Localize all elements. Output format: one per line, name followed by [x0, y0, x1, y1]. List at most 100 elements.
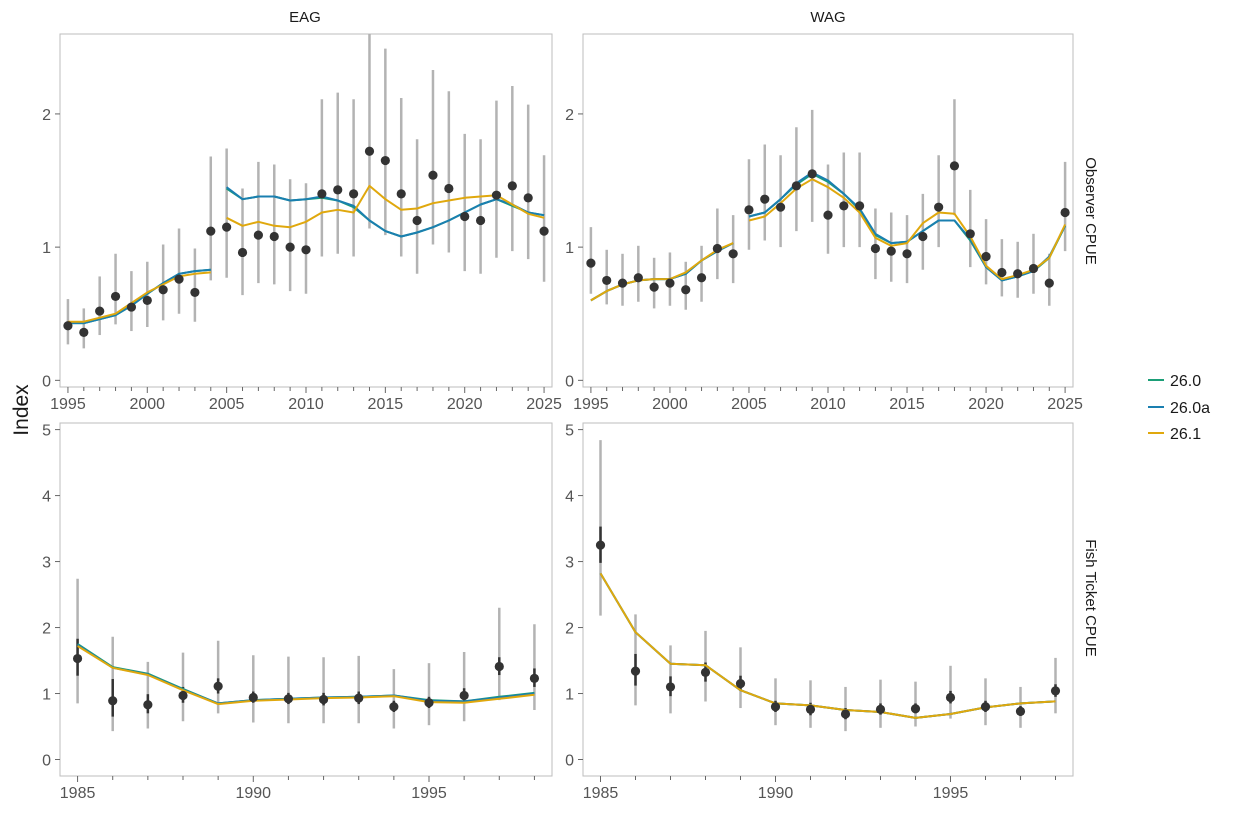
obs-point [997, 267, 1007, 278]
obs-point [823, 210, 833, 220]
x-tick-label: 2000 [652, 396, 688, 413]
obs-point [775, 202, 786, 212]
obs-point [744, 205, 754, 215]
x-tick-label: 2005 [209, 396, 245, 413]
obs-point [529, 673, 540, 683]
y-tick-label: 3 [565, 555, 574, 572]
obs-point [283, 694, 294, 704]
series-line-26-1 [77, 645, 535, 706]
obs-point [95, 306, 105, 316]
obs-point [475, 215, 486, 226]
obs-point [665, 682, 676, 692]
x-tick-label: 2015 [368, 396, 404, 413]
obs-point [910, 704, 921, 714]
obs-point [364, 146, 375, 156]
obs-point [424, 698, 434, 708]
x-tick-label: 1990 [758, 785, 794, 802]
obs-point [110, 291, 121, 302]
series-line-26-0a [225, 186, 545, 238]
y-tick-label: 1 [565, 687, 574, 704]
obs-point [143, 700, 153, 710]
y-tick-label: 0 [565, 753, 574, 770]
obs-point [285, 242, 295, 252]
obs-point [142, 295, 152, 306]
y-tick-label: 0 [42, 373, 51, 390]
obs-point [459, 690, 469, 701]
obs-point [174, 274, 184, 284]
y-tick-label: 3 [42, 555, 51, 572]
obs-point [494, 661, 504, 672]
y-tick-label: 4 [42, 489, 51, 506]
x-tick-label: 2020 [968, 396, 1004, 413]
y-tick-label: 2 [42, 621, 51, 638]
obs-point [460, 211, 470, 222]
x-tick-label: 1990 [235, 785, 271, 802]
row-strip-observer-cpue: Observer CPUE [1082, 157, 1099, 265]
legend-label-26-1: 26.1 [1170, 426, 1201, 443]
obs-point [807, 169, 817, 179]
obs-point [126, 302, 137, 312]
obs-point [389, 702, 399, 712]
obs-point [1028, 263, 1039, 274]
obs-point [237, 247, 248, 258]
obs-point [333, 185, 343, 195]
obs-point [965, 229, 975, 239]
obs-point [248, 692, 258, 703]
y-tick-label: 5 [565, 423, 574, 440]
obs-point [602, 275, 612, 286]
obs-point [649, 282, 659, 292]
obs-point [380, 155, 390, 166]
obs-point [1015, 706, 1026, 716]
obs-point [491, 190, 502, 200]
obs-point [633, 273, 643, 283]
obs-point [269, 231, 279, 242]
series-line-26-1 [590, 242, 734, 302]
x-tick-label: 2005 [731, 396, 767, 413]
obs-point [444, 183, 454, 194]
obs-point [712, 243, 722, 254]
obs-point [791, 181, 801, 191]
y-tick-label: 5 [42, 423, 51, 440]
obs-point [206, 226, 216, 236]
panel-border [582, 422, 1074, 777]
obs-point [945, 692, 956, 703]
obs-point [1050, 686, 1061, 696]
y-tick-label: 2 [42, 107, 51, 124]
obs-point [875, 704, 886, 714]
obs-point [79, 327, 89, 337]
obs-point [190, 287, 200, 298]
obs-point [412, 215, 422, 226]
series-line-26-1 [748, 178, 1067, 281]
obs-point [349, 189, 359, 199]
obs-point [178, 690, 188, 701]
obs-point [770, 702, 781, 712]
x-tick-label: 2010 [810, 396, 846, 413]
obs-point [158, 285, 168, 295]
obs-point [1060, 207, 1070, 218]
x-tick-label: 2025 [1047, 396, 1083, 413]
obs-point [108, 696, 118, 706]
obs-point [523, 193, 533, 203]
legend-label-26-0: 26.0 [1170, 373, 1201, 390]
obs-point [318, 694, 329, 705]
obs-point [428, 170, 438, 180]
obs-point [630, 666, 641, 676]
y-tick-label: 2 [565, 107, 574, 124]
legend-label-26-0a: 26.0a [1170, 400, 1210, 417]
row-strip-fish-ticket-cpue: Fish Ticket CPUE [1082, 539, 1099, 657]
x-tick-label: 1995 [411, 785, 447, 802]
column-strip-wag: WAG [810, 9, 845, 26]
y-tick-label: 4 [565, 489, 574, 506]
legend: 26.0 26.0a 26.1 [1148, 373, 1210, 443]
x-tick-label: 1995 [573, 396, 609, 413]
x-tick-label: 2015 [889, 396, 925, 413]
panel-observer-cpue-eag: 0 1 2 1995 2000 2005 2010 2015 2020 2025 [42, 33, 562, 413]
obs-point [354, 693, 364, 703]
obs-point [728, 249, 738, 259]
obs-point [617, 278, 628, 288]
x-tick-label: 2010 [288, 396, 324, 413]
obs-point [301, 245, 311, 255]
x-tick-label: 1995 [50, 396, 86, 413]
column-strip-eag: EAG [289, 9, 321, 26]
obs-point [735, 679, 746, 689]
